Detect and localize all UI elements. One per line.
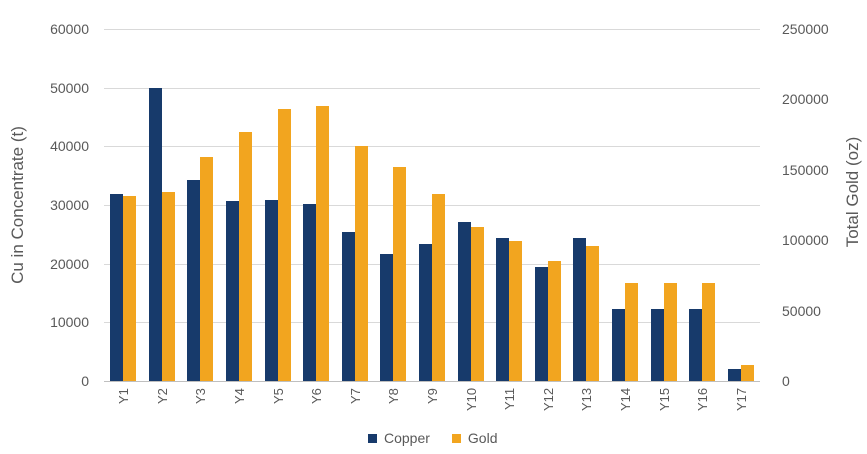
x-tick-label: Y6 <box>309 388 324 404</box>
right-tick-label: 100000 <box>782 232 829 248</box>
gold-bar <box>741 365 754 381</box>
copper-swatch-icon <box>368 433 377 443</box>
copper-bar <box>110 194 123 381</box>
x-tick-label: Y11 <box>502 387 517 410</box>
gold-bar <box>393 167 406 381</box>
gridline <box>104 29 760 30</box>
copper-bar <box>612 309 625 381</box>
right-axis-title: Total Gold (oz) <box>843 136 862 248</box>
gold-bar <box>471 227 484 381</box>
copper-bar <box>149 88 162 381</box>
copper-bar <box>573 238 586 381</box>
x-tick-label: Y12 <box>541 387 556 411</box>
legend-label-copper: Copper <box>384 430 430 446</box>
x-tick-label: Y4 <box>232 388 247 404</box>
x-tick-label: Y14 <box>618 387 633 411</box>
x-tick-label: Y17 <box>734 387 749 411</box>
x-tick-label: Y8 <box>386 388 401 404</box>
x-tick-label: Y15 <box>657 387 672 411</box>
gold-bar <box>355 146 368 381</box>
copper-bar <box>496 238 509 381</box>
left-tick-label: 50000 <box>50 80 89 96</box>
right-tick-label: 250000 <box>782 21 829 37</box>
gold-bar <box>702 283 715 381</box>
gold-bar <box>664 283 677 381</box>
left-tick-label: 60000 <box>50 21 89 37</box>
right-tick-label: 200000 <box>782 91 829 107</box>
x-axis-line <box>104 381 760 382</box>
left-tick-label: 0 <box>81 373 89 389</box>
copper-bar <box>380 254 393 381</box>
x-tick-label: Y2 <box>155 388 170 404</box>
left-tick-label: 20000 <box>50 256 89 272</box>
x-tick-label: Y7 <box>348 388 363 404</box>
copper-bar <box>187 180 200 381</box>
copper-bar <box>419 244 432 381</box>
gold-bar <box>548 261 561 381</box>
gold-bar <box>278 109 291 381</box>
x-tick-label: Y3 <box>193 388 208 404</box>
x-tick-label: Y5 <box>271 388 286 404</box>
x-tick-label: Y10 <box>464 387 479 411</box>
right-tick-label: 0 <box>782 373 790 389</box>
legend-item-copper[interactable]: Copper <box>368 430 430 446</box>
copper-bar <box>342 232 355 381</box>
right-tick-label: 150000 <box>782 162 829 178</box>
gold-bar <box>586 246 599 381</box>
gold-bar <box>509 241 522 381</box>
copper-bar <box>458 222 471 381</box>
left-tick-label: 40000 <box>50 138 89 154</box>
copper-bar <box>728 369 741 381</box>
copper-bar <box>535 267 548 381</box>
left-tick-label: 10000 <box>50 314 89 330</box>
gold-bar <box>432 194 445 381</box>
x-tick-label: Y13 <box>579 387 594 411</box>
copper-bar <box>265 200 278 381</box>
gold-bar <box>123 196 136 381</box>
copper-bar <box>303 204 316 381</box>
x-tick-label: Y9 <box>425 388 440 404</box>
legend-label-gold: Gold <box>467 430 498 446</box>
copper-bar <box>226 201 239 381</box>
gridline <box>104 88 760 89</box>
gold-bar <box>200 157 213 381</box>
gold-swatch-icon <box>451 433 461 443</box>
gridline <box>104 146 760 147</box>
gold-bar <box>162 192 175 381</box>
copper-bar <box>689 309 702 381</box>
left-axis-title: Cu in Concentrate (t) <box>8 126 27 284</box>
x-tick-label: Y1 <box>116 388 131 404</box>
legend-item-gold[interactable]: Gold <box>451 430 498 446</box>
legend: Copper Gold <box>368 430 498 446</box>
gold-bar <box>625 283 638 381</box>
gold-bar <box>316 106 329 381</box>
gold-bar <box>239 132 252 381</box>
right-tick-label: 50000 <box>782 303 821 319</box>
x-tick-label: Y16 <box>695 387 710 411</box>
left-tick-label: 30000 <box>50 197 89 213</box>
copper-bar <box>651 309 664 381</box>
